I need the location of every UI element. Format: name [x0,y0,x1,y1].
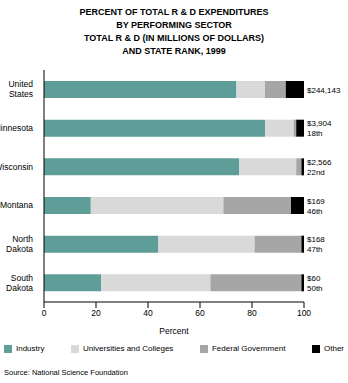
svg-text:$244,143: $244,143 [307,86,340,95]
svg-text:Montana: Montana [8,200,33,210]
svg-text:SouthDakota: SouthDakota [8,273,33,293]
html-text:Universities and Colleges: Universities and Colleges [83,344,174,353]
html-text:AND STATE RANK, 1999: AND STATE RANK, 1999 [122,46,226,56]
svg-text:$3,90418th: $3,90418th [307,119,332,138]
svg-text:Percent: Percent [159,326,189,336]
html-text:BY PERFORMING SECTOR: BY PERFORMING SECTOR [116,20,232,30]
svg-text:$6050th: $6050th [307,274,323,293]
svg-text:$2,56622nd: $2,56622nd [307,158,332,177]
svg-text:Wisconsin: Wisconsin [8,162,33,172]
svg-text:100: 100 [297,308,311,318]
html-text:Federal Government: Federal Government [212,344,286,353]
html-text:TOTAL R & D (IN MILLIONS OF DO: TOTAL R & D (IN MILLIONS OF DOLLARS) [84,33,264,43]
html-text:PERCENT OF TOTAL R & D EXPENDI: PERCENT OF TOTAL R & D EXPENDITURES [79,7,269,17]
svg-text:40: 40 [143,308,153,318]
svg-text:60: 60 [195,308,205,318]
svg-text:80: 80 [247,308,257,318]
svg-text:$16847th: $16847th [307,235,325,254]
svg-text:$16946th: $16946th [307,197,325,216]
svg-text:UnitedStates: UnitedStates [8,79,33,99]
svg-text:0: 0 [42,308,47,318]
svg-text:20: 20 [91,308,101,318]
html-text:Other: Other [324,344,344,353]
html-text:Source: National Science Found: Source: National Science Foundation [4,368,128,377]
svg-text:NorthDakota: NorthDakota [8,234,33,254]
html-text:Industry: Industry [16,344,45,353]
svg-text:Minnesota: Minnesota [8,123,33,133]
